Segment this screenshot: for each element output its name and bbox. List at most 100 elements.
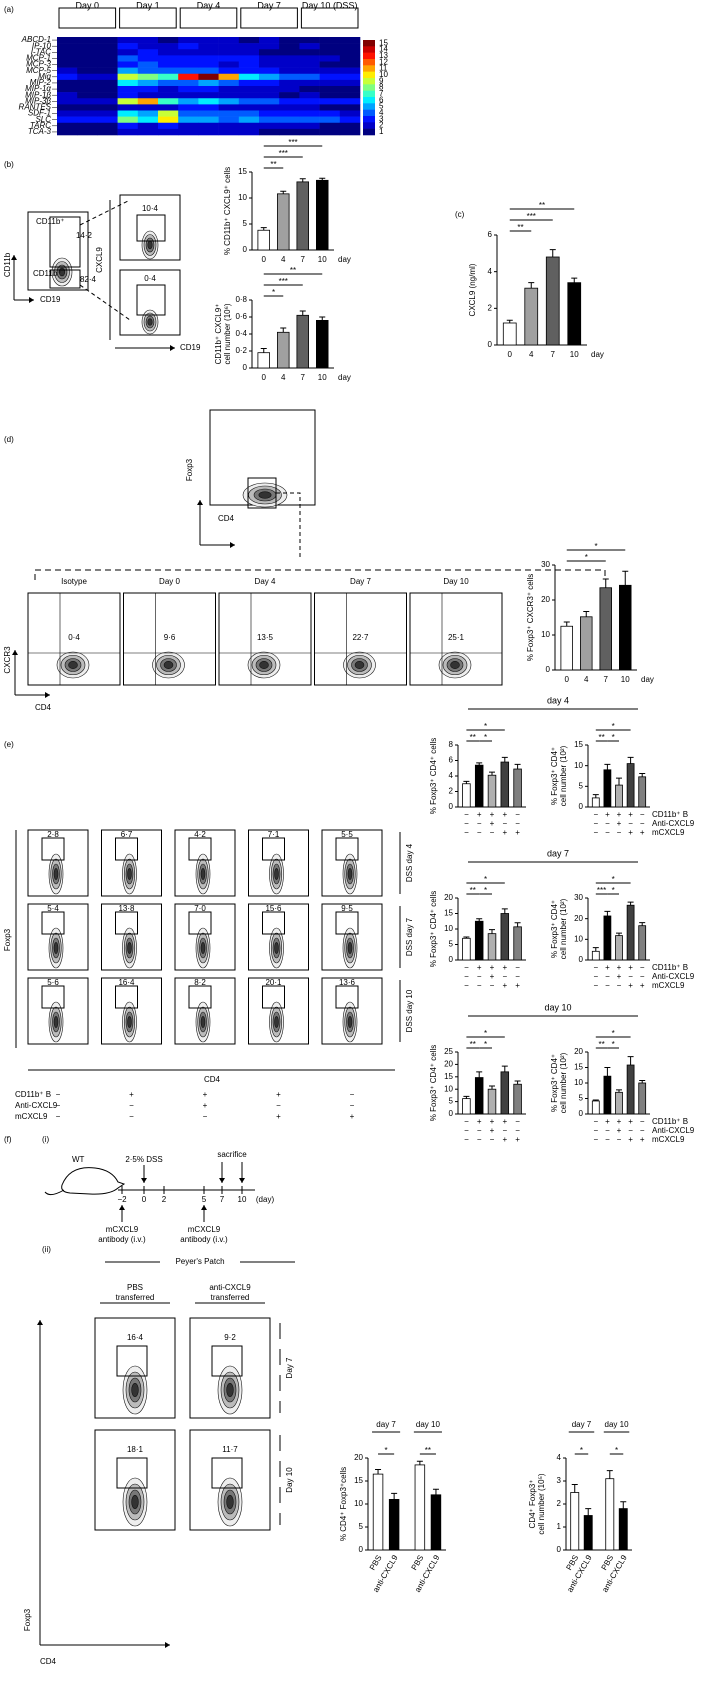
condition-sign: + [617, 819, 622, 828]
panel-label: (d) [4, 435, 14, 444]
heat-cell [57, 104, 78, 111]
condition-name: mCXCL9 [652, 981, 685, 990]
day-box [240, 7, 298, 29]
heat-cell [97, 55, 118, 62]
axis-arrow-head [29, 297, 34, 303]
colorbar-cell [363, 71, 375, 79]
error-bar [463, 936, 470, 939]
heat-cell [77, 73, 98, 81]
condition-sign: + [502, 981, 507, 990]
heat-cell [218, 79, 240, 87]
day-box [300, 7, 359, 29]
condition-sign: + [628, 810, 633, 819]
error-bar [319, 316, 326, 321]
y-axis-label: % Foxp3⁺ CXCR3⁺ cells [526, 574, 535, 662]
injection-label: mCXCL9 [106, 1225, 139, 1234]
colorbar-cell [363, 90, 375, 98]
condition-sign: − [490, 828, 495, 837]
condition-sign: − [477, 819, 482, 828]
condition-sign: − [515, 1126, 520, 1135]
x-axis-label: day [338, 255, 351, 264]
heat-cell [77, 86, 98, 93]
x-tick-label: 10 [318, 255, 327, 264]
heat-cell [117, 55, 139, 62]
condition-sign: − [477, 828, 482, 837]
heat-cell [57, 55, 78, 62]
heat-cell [339, 55, 361, 62]
heat-cell [339, 98, 361, 105]
timeline-label: 7 [220, 1195, 225, 1204]
heat-cell [218, 37, 240, 44]
gate [41, 985, 65, 1009]
heat-cell [339, 37, 361, 44]
heat-cell [339, 116, 361, 124]
gene-label: MIP-1α [25, 84, 51, 93]
y-tick-label: 15 [444, 909, 453, 918]
y-tick-label: 4 [449, 771, 454, 780]
condition-sign: − [515, 810, 520, 819]
heat-cell [198, 128, 219, 136]
heat-cell [238, 128, 260, 136]
colorbar-cell [363, 116, 375, 123]
gate-value: 22·7 [352, 633, 369, 642]
y-tick-label: 6 [488, 230, 493, 239]
heat-cell [259, 43, 280, 50]
bar [276, 331, 290, 369]
x-tick-label: 4 [281, 255, 286, 264]
axis-arrow-head [11, 255, 17, 260]
flow-density [347, 868, 353, 880]
heat-cell [339, 79, 361, 87]
y-tick-label: 5 [579, 1094, 584, 1103]
heat-cell [339, 104, 361, 111]
heat-cell [137, 98, 159, 105]
gene-label: MIP-3β [25, 96, 51, 105]
bar [315, 319, 329, 369]
error-bar [606, 1470, 613, 1479]
error-bar [627, 901, 634, 906]
condition-sign: + [515, 981, 520, 990]
y-axis-label: % CD4⁺ Foxp3⁺cells [339, 1467, 348, 1541]
heat-cell [158, 61, 179, 68]
gate [115, 985, 138, 1009]
error-bar [260, 227, 267, 231]
colorbar-label: 6 [379, 95, 384, 104]
condition-name: CD11b⁺ B [652, 810, 688, 819]
heat-cell [57, 79, 78, 87]
error-bar [571, 277, 578, 283]
day-label: Day 4 [197, 0, 221, 10]
y-axis-label: % Foxp3⁺ CD4⁺ cells [429, 1045, 438, 1121]
event-label: sacrifice [217, 1150, 247, 1159]
gate [136, 284, 166, 316]
heat-cell [178, 86, 199, 93]
condition-sign: − [515, 819, 520, 828]
heat-cell [238, 104, 260, 111]
flow-y-axis: CXCL9 [95, 247, 104, 273]
y-tick-label: 1 [557, 1522, 562, 1531]
condition-sign: + [628, 963, 633, 972]
heat-cell [259, 73, 280, 81]
heat-cell [97, 98, 118, 105]
condition-name: mCXCL9 [652, 828, 685, 837]
condition-sign: − [56, 1112, 61, 1121]
heat-cell [97, 92, 118, 99]
condition-sign: − [502, 819, 507, 828]
panel-label: (a) [4, 5, 14, 14]
gate [188, 985, 212, 1009]
bar [513, 926, 522, 961]
bar [591, 1100, 600, 1115]
x-tick-label: 0 [565, 675, 570, 684]
gate-value: 16·4 [118, 978, 135, 987]
heat-cell [198, 116, 219, 124]
condition-sign: + [477, 810, 482, 819]
bar [524, 287, 539, 346]
gate-value: 13·8 [118, 904, 135, 913]
gate-link [276, 492, 301, 560]
group-label: transferred [211, 1293, 250, 1302]
bar [257, 352, 270, 369]
heat-cell [117, 104, 139, 111]
heat-cell [319, 92, 341, 99]
flow-density [347, 942, 353, 954]
heat-cell [57, 92, 78, 99]
y-tick-label: 25 [444, 1047, 453, 1056]
heat-cell [238, 43, 260, 50]
